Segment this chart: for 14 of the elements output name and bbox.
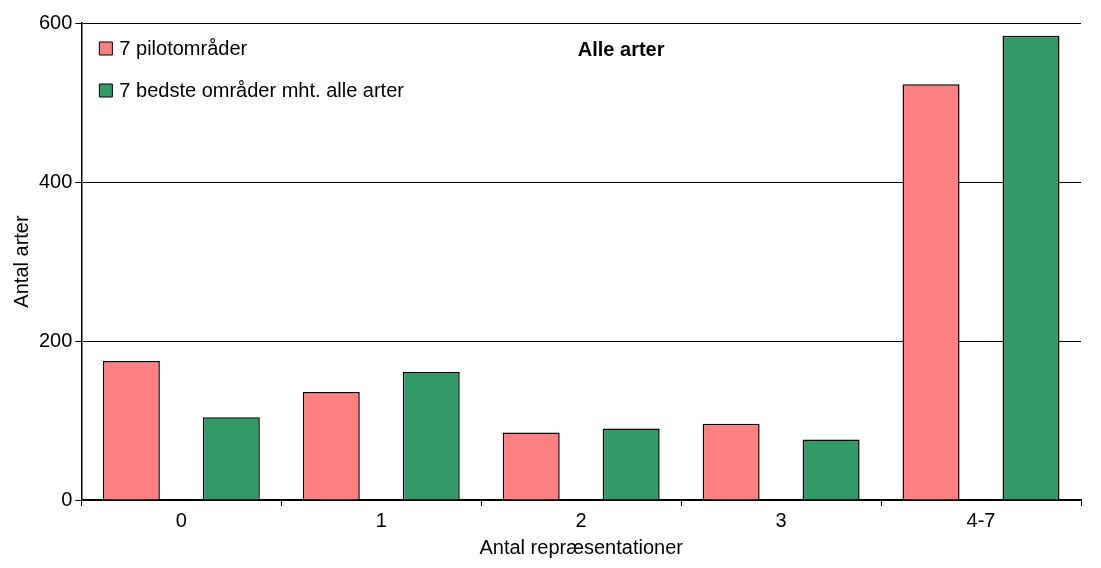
y-axis-title: Antal arter (9, 215, 32, 308)
x-tick-label: 4-7 (966, 508, 996, 531)
legend-label: 7 pilotområder (119, 36, 248, 59)
y-tick-label: 0 (61, 487, 73, 510)
x-tick-label: 3 (775, 508, 787, 531)
x-tick-label: 0 (175, 508, 187, 531)
y-tick-label: 200 (38, 328, 73, 351)
legend-label: 7 bedste områder mht. alle arter (119, 78, 405, 101)
y-tick-label: 600 (38, 10, 73, 33)
x-tick-label: 1 (375, 508, 387, 531)
x-axis-title: Antal repræsentationer (479, 535, 684, 558)
x-tick-label: 2 (575, 508, 587, 531)
y-tick-label: 400 (38, 169, 73, 192)
text: Alle arter (577, 37, 665, 60)
